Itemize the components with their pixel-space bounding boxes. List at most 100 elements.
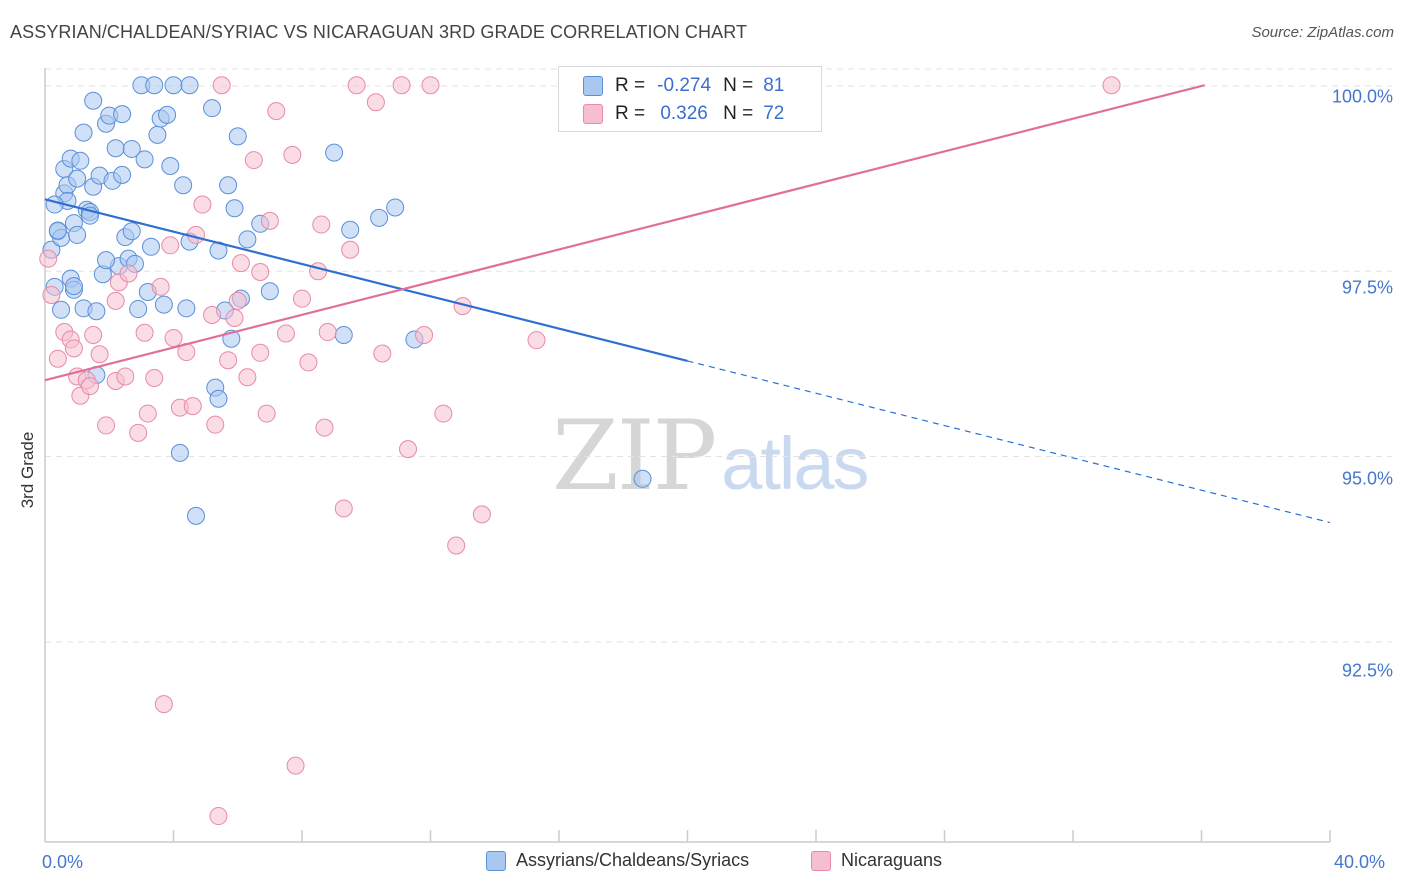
data-point-assyrian <box>52 300 71 319</box>
data-point-nicaraguan <box>251 343 270 362</box>
data-point-nicaraguan <box>341 240 360 259</box>
data-point-nicaraguan <box>164 328 183 347</box>
data-point-nicaraguan <box>119 264 138 283</box>
legend-swatch-pink <box>583 104 603 124</box>
series-name: Assyrians/Chaldeans/Syriacs <box>516 850 750 870</box>
trend-line-extension <box>687 360 1331 524</box>
data-point-nicaraguan <box>42 285 61 304</box>
r-value: 0.326 <box>660 103 708 124</box>
n-value: 72 <box>763 103 785 124</box>
data-point-nicaraguan <box>421 76 440 95</box>
data-point-nicaraguan <box>135 323 154 342</box>
data-point-assyrian <box>238 230 257 249</box>
legend-row-assyrian: R = -0.274 N = 81 <box>583 74 784 98</box>
trend-line-assyrian <box>44 198 688 363</box>
x-tick-label: 40.0% <box>1334 852 1386 872</box>
data-point-assyrian <box>341 220 360 239</box>
data-point-nicaraguan <box>48 349 67 368</box>
data-point-assyrian <box>45 195 64 214</box>
n-label: N = <box>723 103 754 124</box>
stats-legend: R = -0.274 N = 81 R = 0.326 N = 72 <box>558 66 822 132</box>
data-point-nicaraguan <box>225 308 244 327</box>
data-point-nicaraguan <box>283 145 302 164</box>
n-value: 81 <box>763 75 785 96</box>
data-point-assyrian <box>129 300 148 319</box>
data-point-assyrian <box>180 76 199 95</box>
data-point-nicaraguan <box>228 291 247 310</box>
data-point-assyrian <box>334 325 353 344</box>
r-label: R = <box>615 103 646 124</box>
data-point-assyrian <box>71 151 90 170</box>
n-label: N = <box>723 75 754 96</box>
data-point-nicaraguan <box>312 215 331 234</box>
chart-title: ASSYRIAN/CHALDEAN/SYRIAC VS NICARAGUAN 3… <box>10 22 748 42</box>
bottom-legend-assyrian: Assyrians/Chaldeans/Syriacs <box>486 850 749 871</box>
y-axis-label: 3rd Grade <box>18 431 37 509</box>
data-point-nicaraguan <box>286 756 305 775</box>
data-point-assyrian <box>186 506 205 525</box>
data-point-assyrian <box>122 222 141 241</box>
data-point-nicaraguan <box>138 404 157 423</box>
data-point-nicaraguan <box>209 807 228 826</box>
data-point-nicaraguan <box>347 76 366 95</box>
x-tick-label: 0.0% <box>42 852 84 872</box>
data-point-assyrian <box>84 91 103 110</box>
watermark-atlas: atlas <box>721 422 869 505</box>
data-point-nicaraguan <box>434 404 453 423</box>
data-point-assyrian <box>68 169 87 188</box>
data-point-nicaraguan <box>415 325 434 344</box>
data-point-assyrian <box>370 208 389 227</box>
data-point-assyrian <box>113 165 132 184</box>
data-point-nicaraguan <box>267 102 286 121</box>
data-point-assyrian <box>154 295 173 314</box>
data-point-nicaraguan <box>129 423 148 442</box>
data-point-nicaraguan <box>238 368 257 387</box>
data-point-nicaraguan <box>97 416 116 435</box>
legend-swatch-pink <box>811 850 831 871</box>
data-point-nicaraguan <box>244 151 263 170</box>
data-point-assyrian <box>74 123 93 142</box>
data-point-assyrian <box>260 282 279 301</box>
data-point-assyrian <box>68 225 87 244</box>
data-point-assyrian <box>106 139 125 158</box>
data-point-assyrian <box>164 76 183 95</box>
data-point-nicaraguan <box>193 195 212 214</box>
data-point-nicaraguan <box>1102 76 1121 95</box>
data-point-assyrian <box>113 105 132 124</box>
data-point-assyrian <box>174 176 193 195</box>
data-point-nicaraguan <box>90 345 109 364</box>
data-point-assyrian <box>142 237 161 256</box>
y-tick-label: 92.5% <box>1341 660 1393 681</box>
r-value: -0.274 <box>657 75 712 96</box>
data-point-assyrian <box>122 139 141 158</box>
data-point-assyrian <box>161 156 180 175</box>
data-point-nicaraguan <box>84 325 103 344</box>
data-point-assyrian <box>209 389 228 408</box>
data-point-nicaraguan <box>392 76 411 95</box>
series-name: Nicaraguans <box>841 850 943 870</box>
watermark: ZIPatlas <box>552 400 870 512</box>
data-point-nicaraguan <box>309 262 328 281</box>
data-point-assyrian <box>64 277 83 296</box>
data-point-nicaraguan <box>231 254 250 273</box>
legend-row-nicaraguan: R = 0.326 N = 72 <box>583 102 784 126</box>
data-point-nicaraguan <box>318 323 337 342</box>
data-point-assyrian <box>325 143 344 162</box>
data-point-nicaraguan <box>334 499 353 518</box>
data-point-nicaraguan <box>447 536 466 555</box>
data-point-assyrian <box>158 105 177 124</box>
data-point-nicaraguan <box>251 262 270 281</box>
data-point-nicaraguan <box>276 324 295 343</box>
data-point-nicaraguan <box>154 695 173 714</box>
data-point-nicaraguan <box>206 415 225 434</box>
data-point-assyrian <box>145 76 164 95</box>
watermark-zip: ZIP <box>552 400 717 512</box>
legend-swatch-blue <box>583 76 603 96</box>
data-point-nicaraguan <box>145 368 164 387</box>
data-point-nicaraguan <box>116 367 135 386</box>
data-point-nicaraguan <box>183 397 202 416</box>
data-point-assyrian <box>97 251 116 270</box>
data-point-nicaraguan <box>257 404 276 423</box>
data-point-nicaraguan <box>203 305 222 324</box>
